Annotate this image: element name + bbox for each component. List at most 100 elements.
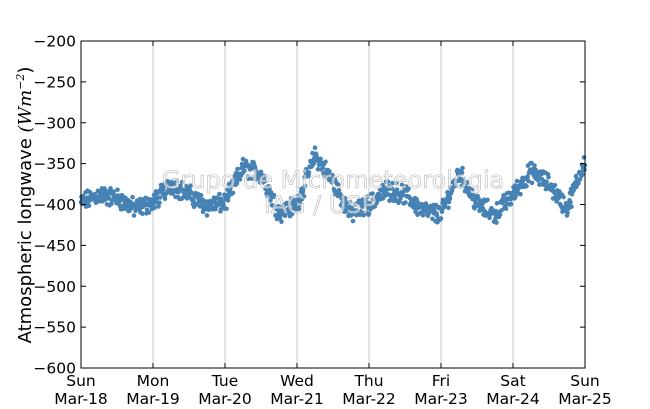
data-point <box>194 202 199 207</box>
data-point <box>520 178 526 184</box>
data-point <box>140 211 145 216</box>
data-point <box>329 180 335 185</box>
y-axis-label-close: ) <box>15 67 36 74</box>
x-tick-label-day: Tue <box>211 372 238 390</box>
data-point <box>576 181 581 186</box>
data-points <box>78 145 588 225</box>
data-point <box>438 216 444 221</box>
data-point <box>460 165 465 171</box>
x-tick-label-day: Wed <box>280 372 314 390</box>
data-point <box>557 189 562 194</box>
data-point <box>357 212 363 217</box>
data-point <box>524 184 529 189</box>
data-point <box>157 195 163 200</box>
data-point <box>494 201 500 206</box>
data-point <box>514 178 520 184</box>
data-point <box>86 203 92 208</box>
y-tick-label: −300 <box>33 114 76 132</box>
data-point <box>471 192 476 198</box>
data-point <box>156 204 161 209</box>
data-point <box>370 191 375 196</box>
data-point <box>453 183 458 189</box>
x-tick-label-day: Mon <box>137 372 170 390</box>
data-point <box>111 189 116 194</box>
y-axis-label-exponent: −2 <box>14 74 27 90</box>
x-tick-label-date: Mar-22 <box>342 390 396 408</box>
data-point <box>580 171 585 177</box>
data-point <box>268 190 274 195</box>
data-point <box>318 156 323 162</box>
x-tick-label-day: Fri <box>432 372 450 390</box>
y-tick-label: −200 <box>33 33 76 51</box>
data-point <box>243 158 249 164</box>
data-point <box>385 179 391 185</box>
data-point <box>323 159 328 165</box>
data-point <box>301 194 307 199</box>
data-point <box>568 200 573 205</box>
data-point <box>394 187 400 192</box>
y-axis-label-text: Atmospheric longwave <box>15 132 36 343</box>
data-point <box>513 194 518 200</box>
data-point <box>434 213 440 219</box>
data-point <box>365 194 370 199</box>
data-point <box>463 184 469 190</box>
data-point <box>191 197 196 203</box>
x-tick-label-date: Mar-21 <box>270 390 324 408</box>
data-point <box>320 166 326 171</box>
data-point <box>525 174 530 180</box>
data-point <box>213 206 218 212</box>
data-point <box>242 168 247 174</box>
data-point <box>390 180 395 186</box>
data-point <box>433 202 439 208</box>
data-point <box>356 198 362 204</box>
data-point <box>237 177 243 182</box>
watermark-line-2: IAG / USP <box>264 191 376 219</box>
data-point <box>108 186 113 191</box>
x-tick-label-day: Thu <box>353 372 383 390</box>
data-point <box>569 204 574 209</box>
data-point <box>312 145 318 150</box>
data-point <box>116 193 121 199</box>
data-point <box>569 192 575 197</box>
x-tick-label-date: Mar-19 <box>126 390 180 408</box>
data-point <box>344 200 349 205</box>
data-point <box>544 179 549 185</box>
data-point <box>342 196 348 201</box>
data-point <box>300 189 306 194</box>
data-point <box>406 186 411 192</box>
data-point <box>253 167 258 173</box>
data-point <box>297 202 302 208</box>
data-point <box>262 173 267 179</box>
data-point <box>574 184 579 190</box>
data-point <box>336 182 341 188</box>
y-tick-label: −400 <box>33 196 76 214</box>
data-point <box>219 196 224 202</box>
x-tick-label-date: Mar-24 <box>486 390 540 408</box>
data-point <box>109 201 114 207</box>
data-point <box>268 198 273 203</box>
y-tick-label: −450 <box>33 237 76 255</box>
data-point <box>508 201 514 207</box>
data-point <box>403 200 408 205</box>
data-point <box>302 183 308 189</box>
data-point <box>446 205 451 211</box>
data-point <box>235 166 240 172</box>
data-point <box>459 170 465 175</box>
y-axis-label: Atmospheric longwave (Wm−2) <box>14 67 36 344</box>
y-tick-label: −500 <box>33 278 76 296</box>
data-point <box>130 194 135 200</box>
x-tick-label-day: Sun <box>66 372 96 390</box>
data-point <box>262 178 268 184</box>
x-axis-ticks: SunMar-18MonMar-19TueMar-20WedMar-21ThuM… <box>54 41 612 408</box>
data-point <box>394 180 399 186</box>
data-point <box>497 212 503 218</box>
data-point <box>258 169 264 175</box>
data-point <box>400 192 406 198</box>
data-point <box>246 176 251 181</box>
x-tick-label-date: Mar-20 <box>198 390 252 408</box>
data-point <box>189 190 194 196</box>
data-point <box>336 187 342 193</box>
data-point <box>289 211 295 217</box>
data-point <box>358 208 363 214</box>
